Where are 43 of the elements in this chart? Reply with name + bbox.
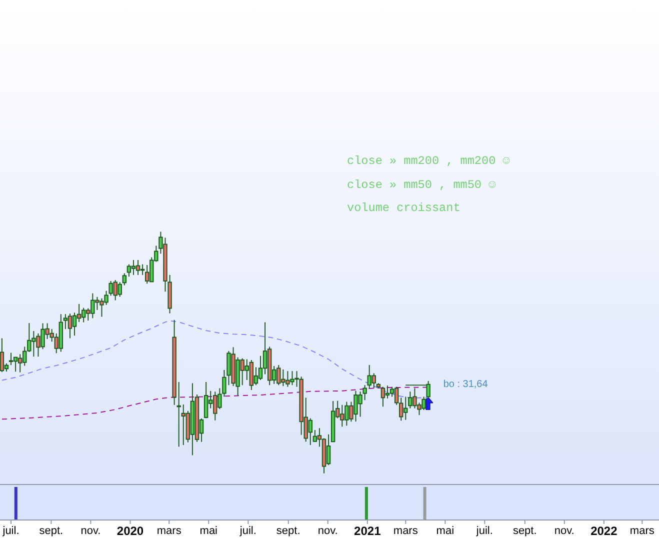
candlestick [176,381,181,448]
candlestick [126,264,132,278]
text: volume croissant [347,201,460,215]
x-tick-label: 2020 [116,524,144,538]
candlestick [380,386,386,408]
candlestick [136,259,140,276]
candlestick [372,372,376,389]
candlestick [385,385,390,399]
x-tick-label: mars [630,525,655,537]
candlestick [13,356,18,372]
x-tick-label: mars [156,525,182,537]
x-tick-label: sept. [512,525,537,537]
candlestick [76,303,82,323]
candlestick [72,312,77,336]
candlestick [81,307,86,323]
x-tick-label: juil. [238,525,256,537]
candlestick [312,430,318,442]
candlestick [122,272,127,286]
x-tick-label: sept. [39,525,64,537]
candlestick [326,434,331,466]
candlestick [63,314,68,330]
x-tick-label: nov. [80,525,101,537]
x-tick-label: juil. [475,525,493,537]
candlestick [68,313,72,339]
candlestick [18,354,22,373]
text: close » mm50 , mm50 ☺ [347,178,496,192]
x-tick-label: 2022 [590,524,618,538]
candlestick [131,259,136,276]
candlestick [140,264,145,276]
x-tick-label: mai [200,525,218,537]
candlestick [204,381,208,419]
x-tick-label: mai [436,525,454,537]
x-tick-label: 2021 [354,524,382,538]
candlestick [0,338,4,373]
x-tick-label: nov. [554,525,574,537]
x-tick-label: sept. [276,525,300,537]
annotation: bo : 31,64 [443,379,488,392]
text: close » mm200 , mm200 ☺ [347,154,510,168]
x-tick-label: nov. [318,525,338,537]
candlestick [8,352,14,366]
x-tick-label: mars [393,525,418,537]
candlestick [249,359,254,390]
x-tick-label: juil. [2,525,20,537]
